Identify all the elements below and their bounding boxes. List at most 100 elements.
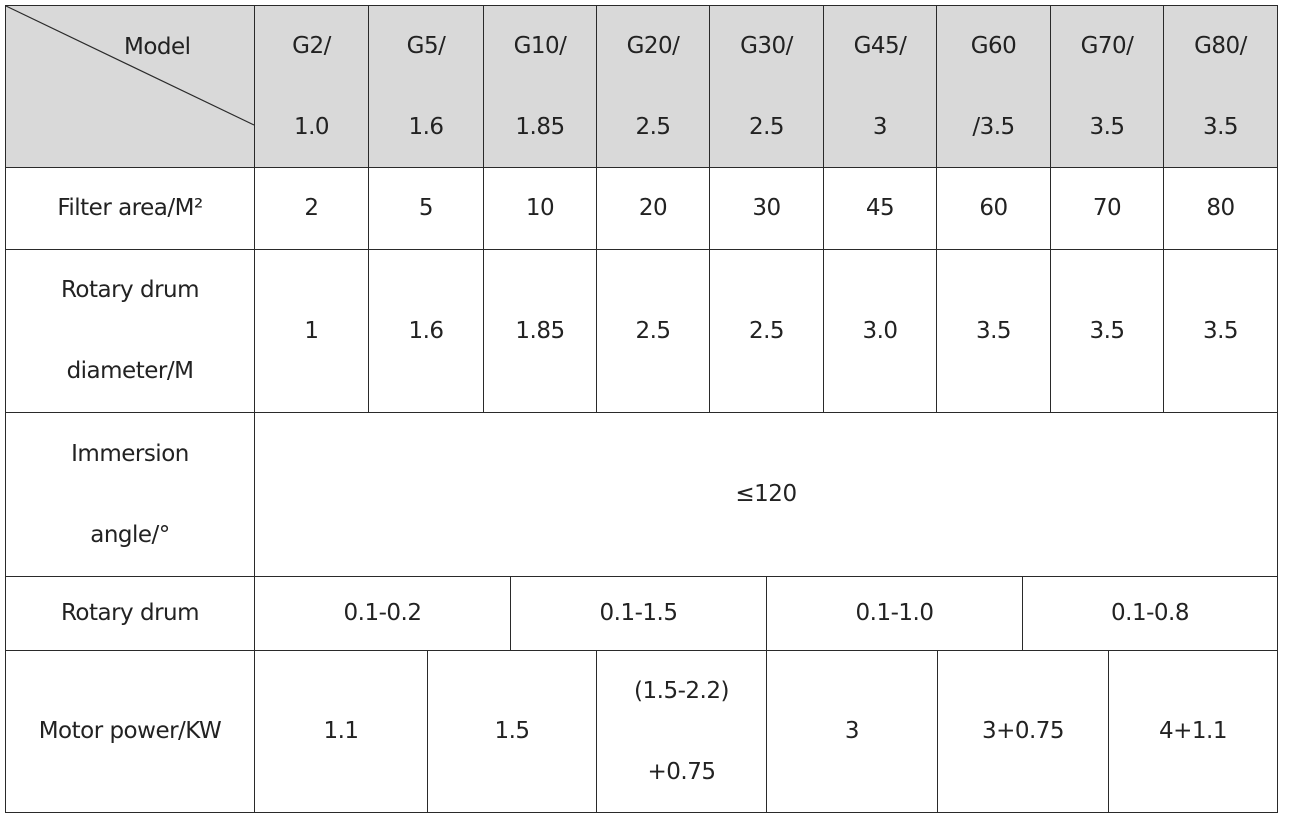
cell-text: Motor power/KW: [38, 718, 222, 744]
cell-text: ≤120: [735, 481, 797, 507]
cell-text: 1.6: [408, 317, 444, 344]
data-cell: 0.1-0.8: [1022, 576, 1278, 651]
cell-text: +0.75: [647, 758, 716, 785]
row-label: Rotary drum: [5, 576, 255, 651]
data-cell: 2.5: [596, 249, 710, 413]
header-cell: G30/2.5: [709, 5, 824, 168]
cell-text: 2: [304, 195, 319, 221]
cell-text: 1.85: [515, 317, 565, 344]
cell-text: /3.5: [972, 113, 1015, 140]
cell-text: G80/: [1194, 32, 1247, 59]
cell-text: 1.85: [515, 113, 565, 140]
header-cell: G45/3: [823, 5, 937, 168]
cell-text: 60: [979, 195, 1008, 221]
cell-text: G45/: [853, 32, 907, 59]
data-cell: 80: [1163, 167, 1278, 250]
cell-text: 3.5: [1202, 113, 1239, 140]
data-cell: 20: [596, 167, 710, 250]
header-cell: G2/1.0: [254, 5, 369, 168]
cell-text: 2.5: [635, 113, 671, 140]
cell-text: (1.5-2.2): [634, 677, 729, 704]
data-cell: 1.5: [427, 650, 597, 813]
corner-cell: Model: [5, 5, 255, 168]
cell-text: G10/: [513, 32, 567, 59]
cell-text: G2/: [292, 32, 331, 59]
data-cell: 2: [254, 167, 369, 250]
cell-text: G60: [970, 32, 1017, 59]
row-label: Immersion angle/°: [5, 412, 255, 577]
data-cell: 3.5: [936, 249, 1051, 413]
data-cell: 5: [368, 167, 484, 250]
cell-text: 3.0: [862, 317, 898, 344]
cell-text: 3.5: [1089, 317, 1125, 344]
row-label: Motor power/KW: [5, 650, 255, 813]
header-cell: G80/3.5: [1163, 5, 1278, 168]
row-label: Rotary drum diameter/M: [5, 249, 255, 413]
cell-text: 70: [1092, 195, 1122, 221]
cell-text: 2.5: [748, 113, 785, 140]
cell-text: G20/: [626, 32, 680, 59]
cell-text: Rotary drum: [60, 277, 200, 303]
header-cell: G70/3.5: [1050, 5, 1164, 168]
cell-text: 2.5: [748, 317, 785, 344]
cell-text: 1: [304, 317, 319, 344]
data-cell: 1.1: [254, 650, 428, 813]
cell-text: 2.5: [635, 317, 671, 344]
data-cell: 30: [709, 167, 824, 250]
cell-text: 1.5: [494, 718, 530, 744]
data-cell: 1: [254, 249, 369, 413]
data-cell: 70: [1050, 167, 1164, 250]
cell-text: 4+1.1: [1159, 718, 1227, 744]
cell-text: 0.1-1.0: [855, 600, 934, 626]
cell-text: 20: [638, 195, 668, 221]
cell-text: Rotary drum: [60, 600, 200, 626]
data-cell: 0.1-1.0: [766, 576, 1023, 651]
cell-text: 3: [844, 718, 860, 744]
cell-text: 3+0.75: [981, 718, 1065, 744]
header-cell: G10/1.85: [483, 5, 597, 168]
data-cell: 3+0.75: [937, 650, 1109, 813]
cell-text: 3.5: [975, 317, 1012, 344]
header-cell: G20/2.5: [596, 5, 710, 168]
corner-label: Model: [124, 34, 191, 60]
cell-text: 80: [1206, 195, 1235, 221]
cell-text: 1.1: [323, 718, 359, 744]
data-cell: 4+1.1: [1108, 650, 1278, 813]
data-cell: 3.5: [1163, 249, 1278, 413]
cell-text: G70/: [1080, 32, 1134, 59]
header-cell: G60/3.5: [936, 5, 1051, 168]
cell-text: 0.1-0.2: [343, 600, 422, 626]
data-cell: 45: [823, 167, 937, 250]
cell-text: 5: [418, 195, 434, 221]
data-cell: 0.1-0.2: [254, 576, 511, 651]
cell-text: 3: [872, 113, 888, 140]
data-cell: 60: [936, 167, 1051, 250]
cell-text: 10: [525, 195, 555, 221]
cell-text: 30: [752, 195, 781, 221]
cell-text: 0.1-0.8: [1111, 600, 1189, 626]
data-cell: 10: [483, 167, 597, 250]
cell-text: 3.5: [1089, 113, 1125, 140]
data-cell: 1.85: [483, 249, 597, 413]
cell-text: 3.5: [1202, 317, 1239, 344]
cell-text: 45: [865, 195, 895, 221]
cell-text: G30/: [740, 32, 793, 59]
data-cell: 1.6: [368, 249, 484, 413]
row-label: Filter area/M²: [5, 167, 255, 250]
cell-text: Filter area/M²: [57, 195, 203, 221]
data-cell: 3.0: [823, 249, 937, 413]
data-cell: ≤120: [254, 412, 1278, 577]
cell-text: Immersion: [71, 440, 189, 467]
cell-text: diameter/M: [66, 358, 194, 384]
data-cell: (1.5-2.2) +0.75: [596, 650, 767, 813]
cell-text: 0.1-1.5: [599, 600, 678, 626]
data-cell: 0.1-1.5: [510, 576, 767, 651]
cell-text: 1.0: [293, 113, 330, 140]
data-cell: 3: [766, 650, 938, 813]
cell-text: 1.6: [408, 113, 444, 140]
cell-text: angle/°: [90, 521, 170, 548]
header-cell: G5/1.6: [368, 5, 484, 168]
data-cell: 3.5: [1050, 249, 1164, 413]
data-cell: 2.5: [709, 249, 824, 413]
